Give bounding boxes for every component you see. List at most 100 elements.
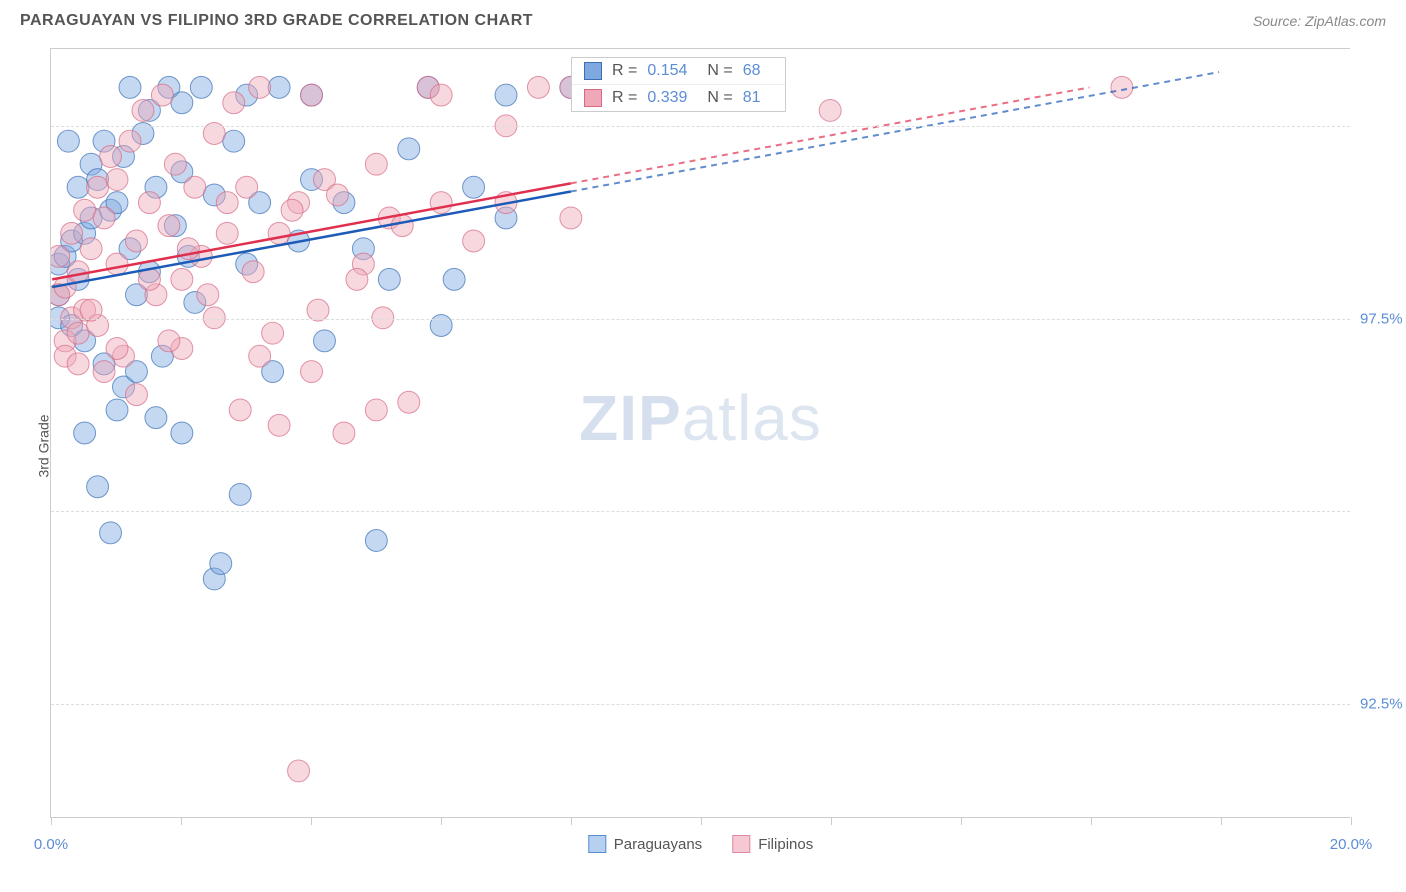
chart-header: PARAGUAYAN VS FILIPINO 3RD GRADE CORRELA… — [0, 0, 1406, 38]
chart-source: Source: ZipAtlas.com — [1253, 13, 1386, 29]
scatter-point — [151, 84, 173, 106]
scatter-point — [249, 76, 271, 98]
scatter-point — [560, 207, 582, 229]
x-tick — [51, 817, 52, 825]
x-tick — [831, 817, 832, 825]
scatter-point — [288, 760, 310, 782]
x-tick — [441, 817, 442, 825]
scatter-point — [197, 284, 219, 306]
scatter-point — [67, 353, 89, 375]
stats-r-value: 0.154 — [647, 62, 697, 80]
scatter-point — [430, 84, 452, 106]
scatter-point — [171, 268, 193, 290]
scatter-point — [281, 199, 303, 221]
scatter-point — [74, 422, 96, 444]
x-tick — [701, 817, 702, 825]
stats-r-value: 0.339 — [647, 89, 697, 107]
x-tick — [1351, 817, 1352, 825]
gridline-h — [51, 511, 1350, 512]
scatter-point — [216, 222, 238, 244]
y-tick-label: 92.5% — [1360, 695, 1406, 712]
scatter-point — [87, 176, 109, 198]
scatter-point — [106, 399, 128, 421]
scatter-point — [119, 130, 141, 152]
x-tick — [571, 817, 572, 825]
chart-title: PARAGUAYAN VS FILIPINO 3RD GRADE CORRELA… — [20, 12, 533, 30]
scatter-plot — [51, 49, 1350, 817]
scatter-point — [430, 192, 452, 214]
scatter-point — [268, 414, 290, 436]
scatter-point — [171, 92, 193, 114]
scatter-point — [106, 253, 128, 275]
scatter-point — [314, 330, 336, 352]
scatter-point — [236, 176, 258, 198]
scatter-point — [301, 84, 323, 106]
x-tick — [311, 817, 312, 825]
scatter-point — [210, 553, 232, 575]
scatter-point — [365, 530, 387, 552]
scatter-point — [93, 207, 115, 229]
scatter-point — [119, 76, 141, 98]
scatter-point — [93, 361, 115, 383]
scatter-point — [67, 176, 89, 198]
scatter-point — [125, 384, 147, 406]
scatter-point — [346, 268, 368, 290]
gridline-h — [51, 704, 1350, 705]
legend-label: Filipinos — [758, 836, 813, 853]
chart-container: ZIPatlas R = 0.154 N = 68 R = 0.339 N = … — [50, 48, 1350, 818]
scatter-point — [132, 99, 154, 121]
scatter-point — [527, 76, 549, 98]
scatter-point — [223, 92, 245, 114]
stats-r-label: R = — [612, 89, 637, 107]
scatter-point — [262, 322, 284, 344]
stats-n-value: 68 — [743, 62, 773, 80]
scatter-point — [398, 138, 420, 160]
scatter-point — [398, 391, 420, 413]
scatter-point — [463, 230, 485, 252]
x-tick-label: 20.0% — [1330, 836, 1373, 853]
scatter-point — [87, 476, 109, 498]
scatter-point — [268, 222, 290, 244]
scatter-point — [164, 153, 186, 175]
scatter-point — [145, 407, 167, 429]
stats-legend-box: R = 0.154 N = 68 R = 0.339 N = 81 — [571, 57, 786, 112]
stats-swatch — [584, 89, 602, 107]
scatter-point — [106, 338, 128, 360]
scatter-point — [463, 176, 485, 198]
scatter-point — [100, 146, 122, 168]
stats-n-label: N = — [707, 89, 732, 107]
scatter-point — [443, 268, 465, 290]
scatter-point — [819, 99, 841, 121]
scatter-point — [158, 330, 180, 352]
scatter-point — [190, 76, 212, 98]
x-tick — [1091, 817, 1092, 825]
stats-row: R = 0.339 N = 81 — [572, 85, 785, 111]
scatter-point — [229, 483, 251, 505]
scatter-point — [125, 230, 147, 252]
scatter-point — [301, 361, 323, 383]
scatter-point — [106, 169, 128, 191]
legend-swatch — [588, 835, 606, 853]
scatter-point — [249, 345, 271, 367]
scatter-point — [391, 215, 413, 237]
scatter-point — [51, 245, 70, 267]
legend-item: Filipinos — [732, 835, 813, 853]
scatter-point — [365, 399, 387, 421]
x-tick-label: 0.0% — [34, 836, 68, 853]
scatter-point — [495, 84, 517, 106]
scatter-point — [138, 192, 160, 214]
scatter-point — [223, 130, 245, 152]
scatter-point — [74, 199, 96, 221]
legend-swatch — [732, 835, 750, 853]
scatter-point — [100, 522, 122, 544]
scatter-point — [216, 192, 238, 214]
x-tick — [1221, 817, 1222, 825]
scatter-point — [268, 76, 290, 98]
legend-label: Paraguayans — [614, 836, 702, 853]
x-tick — [961, 817, 962, 825]
scatter-point — [1111, 76, 1133, 98]
x-tick — [181, 817, 182, 825]
stats-r-label: R = — [612, 62, 637, 80]
stats-n-value: 81 — [743, 89, 773, 107]
gridline-h — [51, 319, 1350, 320]
